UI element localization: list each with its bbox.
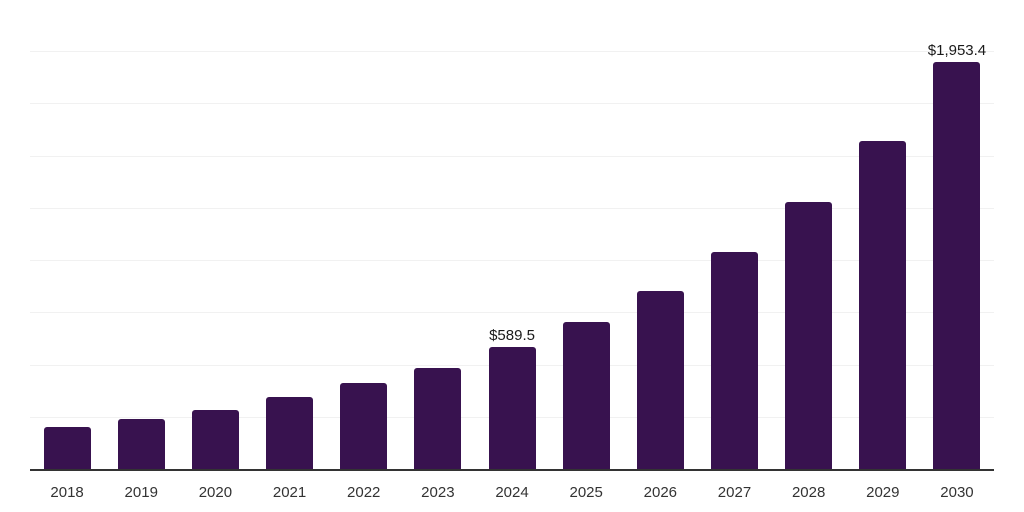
bar-band-2018	[30, 0, 104, 470]
bar-2028	[785, 201, 833, 470]
x-axis-labels: 2018 2019 2020 2021 2022 2023 2024 2025 2026 2027…	[30, 484, 994, 502]
bar-2024: $589.5	[488, 328, 536, 470]
bar-2021	[266, 396, 314, 470]
x-tick-label-2020: 2020	[198, 484, 233, 501]
bar-band-2027	[697, 0, 771, 470]
bar-2023	[414, 368, 462, 470]
bar-value-label-2030: $1,953.4	[927, 41, 987, 59]
x-tick-label-2025: 2025	[569, 484, 603, 501]
bar-band-2025	[549, 0, 623, 470]
x-axis-line	[30, 469, 994, 471]
x-tick-label-2019: 2019	[124, 484, 158, 501]
bar-2018	[43, 426, 91, 470]
bar-value-label-2024: $589.5	[489, 326, 535, 344]
bar-2029	[859, 140, 907, 470]
bar-band-2030: $1,953.4	[920, 0, 994, 470]
x-tick-label-2021: 2021	[272, 484, 307, 501]
bars-row: $589.5 $1,953.4	[30, 0, 994, 470]
gridline-1250	[30, 207, 994, 209]
bar-band-2026	[623, 0, 697, 470]
bar-band-2020	[178, 0, 252, 470]
x-tick-label-2022: 2022	[347, 484, 381, 501]
x-tick-label-2018: 2018	[50, 484, 84, 501]
x-tick-label-2029: 2029	[866, 484, 900, 501]
gridline-2000	[30, 51, 994, 53]
bar-2020	[191, 409, 239, 470]
bar-chart: $589.5 $1,953.4 2018 2019 2020 2021 2022 2023 2…	[30, 0, 994, 512]
x-tick-label-2023: 2023	[421, 484, 455, 501]
bar-2026	[636, 290, 684, 470]
bar-band-2028	[772, 0, 846, 470]
x-tick-label-2026: 2026	[643, 484, 678, 501]
bar-2027	[710, 252, 758, 470]
gridline-1500	[30, 155, 994, 157]
bar-band-2023	[401, 0, 475, 470]
bar-2019	[117, 419, 165, 470]
gridline-750	[30, 312, 994, 314]
gridline-1000	[30, 260, 994, 262]
bar-band-2021	[252, 0, 326, 470]
bar-band-2024: $589.5	[475, 0, 549, 470]
bar-band-2029	[846, 0, 920, 470]
bar-2022	[340, 383, 388, 470]
x-tick-label-2027: 2027	[717, 484, 752, 501]
bar-2030: $1,953.4	[928, 43, 986, 470]
x-tick-label-2030: 2030	[940, 484, 974, 501]
bar-band-2019	[104, 0, 178, 470]
gridline-1750	[30, 103, 994, 105]
x-tick-label-2028: 2028	[791, 484, 826, 501]
x-tick-label-2024: 2024	[495, 484, 529, 501]
bar-2025	[562, 321, 610, 470]
bar-band-2022	[327, 0, 401, 470]
